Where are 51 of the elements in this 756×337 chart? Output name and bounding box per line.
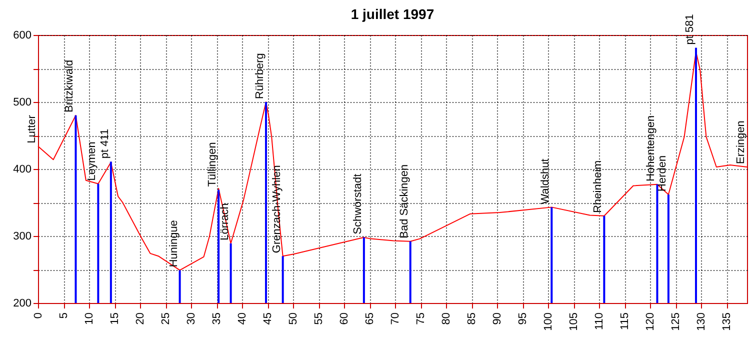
annotation: Rührberg bbox=[254, 53, 266, 99]
annotation: Schwörstadt bbox=[352, 174, 364, 234]
x-tick-label: 50 bbox=[288, 312, 300, 325]
annotation: Herden bbox=[656, 155, 668, 192]
x-tick-label: 5 bbox=[58, 312, 70, 319]
x-tick-label: 45 bbox=[262, 312, 274, 325]
x-tick-label: 0 bbox=[32, 312, 44, 319]
x-tick-label: 105 bbox=[568, 312, 580, 331]
x-tick-label: 85 bbox=[466, 312, 478, 325]
y-tick-label: 200 bbox=[13, 298, 32, 310]
annotation: Tüllingen bbox=[206, 142, 219, 187]
x-tick-label: 115 bbox=[619, 312, 632, 330]
x-tick-label: 60 bbox=[338, 312, 351, 325]
annotation: Grenzach-Wyhlen bbox=[270, 165, 283, 254]
x-tick-label: 15 bbox=[109, 312, 122, 325]
x-tick-label: 130 bbox=[696, 312, 708, 331]
x-tick-label: 55 bbox=[313, 312, 326, 325]
annotation: pt 581 bbox=[684, 14, 696, 45]
x-tick-label: 35 bbox=[211, 312, 224, 325]
x-tick-label: 125 bbox=[670, 312, 682, 331]
annotation: Erzingen bbox=[735, 120, 747, 164]
x-tick-label: 90 bbox=[492, 312, 504, 325]
x-tick-label: 95 bbox=[517, 312, 530, 325]
annotation: Waldshut bbox=[540, 158, 552, 204]
x-tick-label: 30 bbox=[186, 312, 198, 325]
annotation: Hohentengen bbox=[645, 115, 658, 182]
annotation: Rheinheim bbox=[592, 160, 604, 213]
annotation: Bad Säckingen bbox=[398, 164, 410, 238]
x-tick-label: 120 bbox=[644, 312, 657, 331]
x-tick-label: 100 bbox=[542, 312, 555, 331]
annotation: Lutter bbox=[26, 114, 38, 144]
x-tick-label: 80 bbox=[440, 312, 453, 325]
x-tick-label: 70 bbox=[390, 312, 402, 325]
x-tick-label: 135 bbox=[721, 312, 734, 331]
annotation: Leymen bbox=[86, 142, 98, 181]
annotation: Huningue bbox=[168, 220, 180, 268]
x-tick-label: 25 bbox=[160, 312, 172, 325]
annotation: Britzkiwald bbox=[64, 60, 76, 112]
x-tick-label: 10 bbox=[84, 312, 96, 325]
y-tick-label: 300 bbox=[13, 230, 32, 242]
x-tick-label: 110 bbox=[594, 312, 606, 330]
y-tick-label: 400 bbox=[13, 164, 32, 176]
x-tick-label: 20 bbox=[134, 312, 147, 325]
y-tick-label: 500 bbox=[13, 96, 32, 108]
annotation: pt 411 bbox=[98, 128, 111, 159]
x-tick-label: 65 bbox=[364, 312, 376, 325]
annotation: Lörrach bbox=[218, 203, 231, 240]
x-tick-label: 75 bbox=[415, 312, 428, 325]
x-tick-label: 40 bbox=[236, 312, 249, 325]
chart-title: 1 juillet 1997 bbox=[350, 6, 434, 22]
y-tick-label: 600 bbox=[13, 30, 32, 42]
